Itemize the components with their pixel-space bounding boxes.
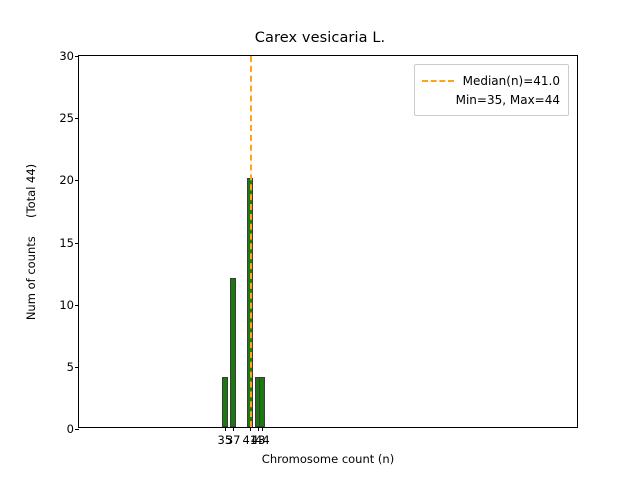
y-axis-label-container: Num of counts (Total 44) <box>22 55 40 428</box>
median-line <box>249 56 252 427</box>
y-tick-label: 0 <box>66 422 74 436</box>
legend: Median(n)=41.0 Min=35, Max=44 <box>413 64 569 116</box>
x-tick-label: 35 <box>217 433 233 447</box>
bar <box>246 178 253 427</box>
y-tick-mark <box>75 429 79 430</box>
y-tick-mark <box>75 366 79 368</box>
y-axis-label-spacer <box>24 221 38 232</box>
x-axis-label: Chromosome count (n) <box>261 452 395 466</box>
y-axis-label: Num of counts (Total 44) <box>24 163 38 319</box>
x-tick-label: 43 <box>250 433 266 447</box>
plot-area: 0 5 10 15 20 25 30 35 37 41 43 44 Median(n)=41.0 M… <box>59 49 578 447</box>
bar <box>230 277 237 427</box>
y-axis-label-secondary: (Total 44) <box>24 163 38 218</box>
y-tick-mark <box>75 118 79 120</box>
dashed-line-icon <box>421 79 454 82</box>
x-tick-mark <box>233 427 235 431</box>
y-tick-label: 20 <box>59 173 74 188</box>
legend-item-median: Median(n)=41.0 <box>421 71 560 90</box>
y-tick-label: 25 <box>59 111 74 126</box>
legend-item-minmax: Min=35, Max=44 <box>422 90 560 109</box>
x-tick-mark <box>258 427 260 431</box>
y-tick-label: 15 <box>59 235 74 250</box>
y-tick-mark <box>75 180 79 182</box>
legend-label-minmax: Min=35, Max=44 <box>455 92 560 107</box>
y-tick-mark <box>75 242 79 244</box>
x-tick-mark <box>262 427 264 431</box>
x-tick-label: 37 <box>225 433 241 447</box>
legend-label-median: Median(n)=41.0 <box>462 73 560 88</box>
bar <box>259 377 266 427</box>
y-tick-label: 5 <box>66 359 74 374</box>
x-tick-mark <box>224 427 226 431</box>
bar <box>221 377 228 427</box>
plot-inner <box>79 56 577 427</box>
y-tick-mark <box>75 56 79 57</box>
y-tick-label: 30 <box>59 49 74 63</box>
y-tick-mark <box>75 304 79 306</box>
y-axis-label-primary: Num of counts <box>24 235 38 320</box>
x-tick-label: 41 <box>242 433 258 447</box>
x-tick-mark <box>249 427 251 431</box>
y-tick-label: 10 <box>59 297 74 312</box>
x-tick-label: 44 <box>255 433 270 447</box>
page-title: Carex vesicaria L. <box>254 30 386 46</box>
